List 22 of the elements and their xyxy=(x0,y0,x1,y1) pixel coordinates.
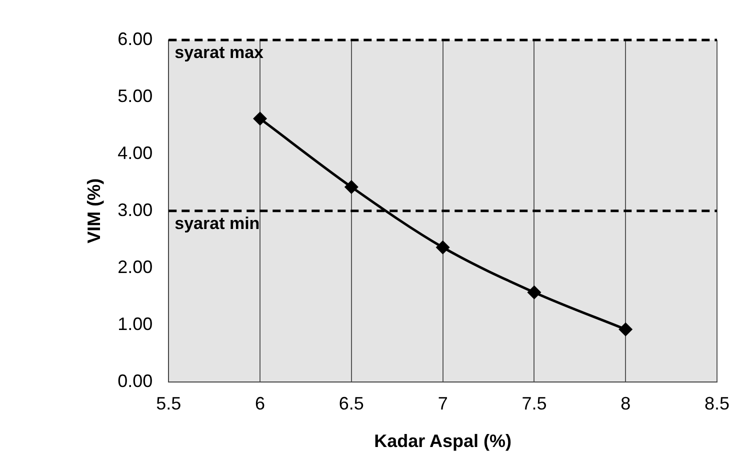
point xyxy=(344,180,358,194)
y-tick-label: 2.00 xyxy=(118,256,153,277)
x-tick-label: 5.5 xyxy=(156,394,182,414)
ref-line-label: syarat min xyxy=(174,214,260,234)
x-tick-label: 8 xyxy=(620,394,631,414)
y-tick-label: 6.00 xyxy=(118,28,153,49)
y-axis-title: VIM (%) xyxy=(84,178,104,244)
x-tick-label: 6 xyxy=(255,394,266,414)
x-tick-label: 8.5 xyxy=(704,394,730,414)
y-tick-label: 1.00 xyxy=(118,314,153,334)
x-axis-title: Kadar Aspal (%) xyxy=(374,431,512,452)
point xyxy=(527,285,542,300)
point xyxy=(436,240,450,254)
x-tick-label: 6.5 xyxy=(338,394,364,414)
point xyxy=(253,112,268,126)
x-tick-label: 7 xyxy=(438,394,448,414)
x-tick-label: 7.5 xyxy=(522,394,547,414)
y-tick-label: 3.00 xyxy=(118,200,153,220)
y-tick-label: 4.00 xyxy=(118,142,153,163)
y-tick-label: 5.00 xyxy=(118,86,153,106)
point xyxy=(618,322,633,336)
y-tick-label: 0.00 xyxy=(118,370,153,391)
